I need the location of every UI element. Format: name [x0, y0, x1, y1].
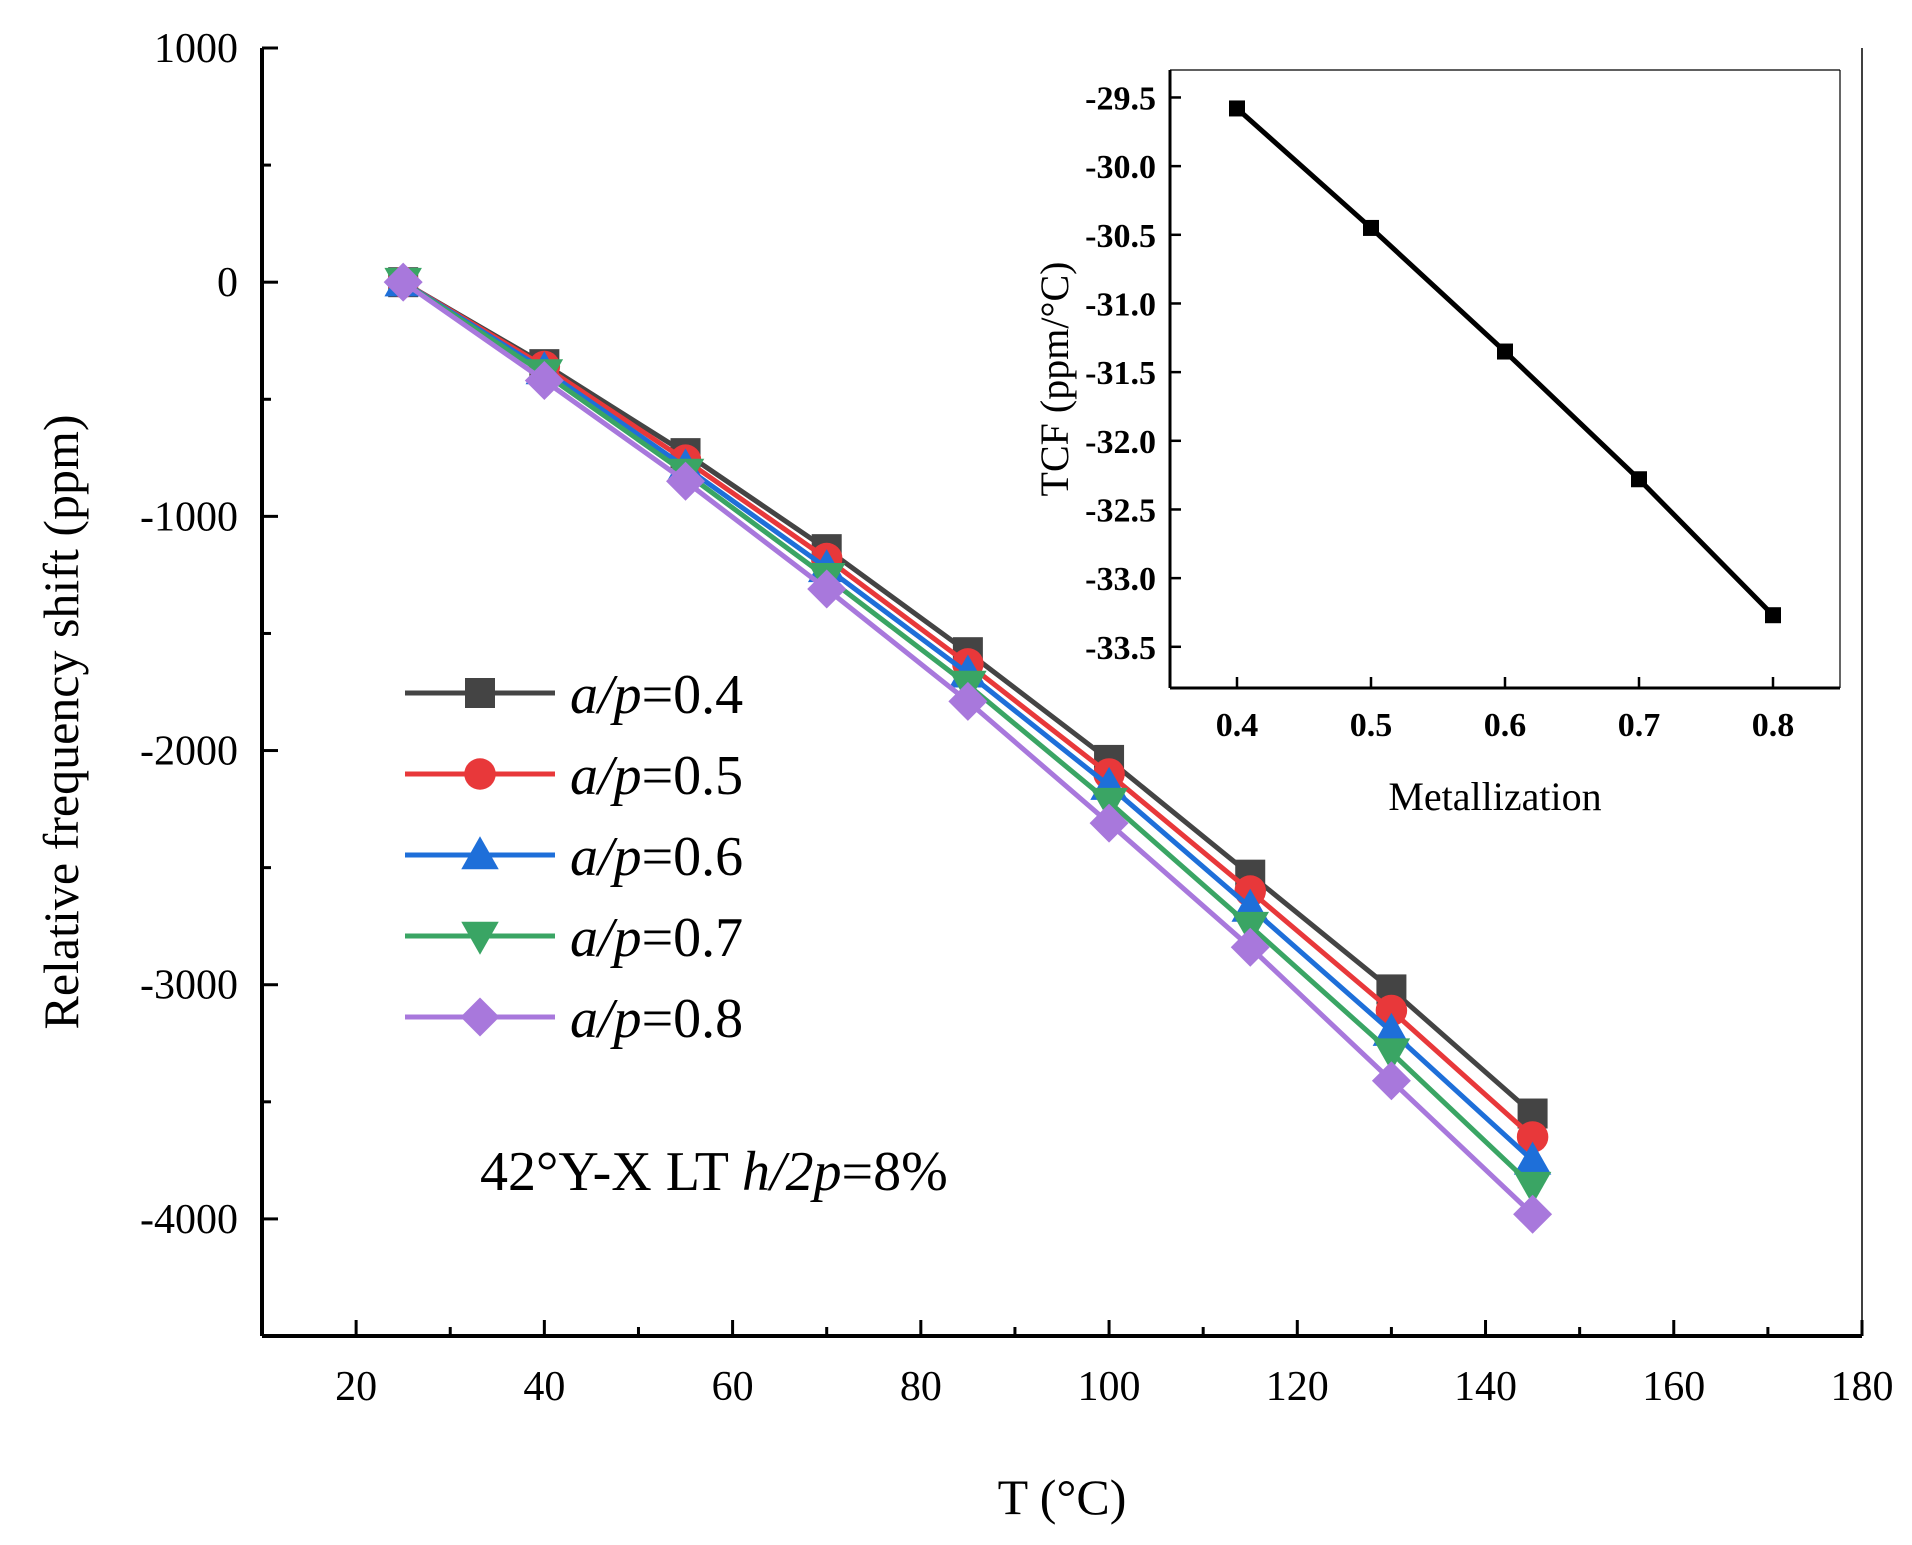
inset-y-tick-label: -29.5	[1085, 80, 1156, 117]
x-tick-label: 140	[1454, 1364, 1517, 1410]
inset-data-point	[1631, 471, 1647, 488]
legend-label-suffix: =0.4	[642, 664, 744, 726]
y-tick-label: 0	[217, 260, 238, 306]
data-point	[1516, 1121, 1549, 1153]
data-point	[666, 461, 706, 501]
x-tick-label: 60	[712, 1364, 754, 1410]
y-tick-label: 1000	[154, 26, 238, 72]
y-tick-label: -4000	[140, 1197, 238, 1243]
legend-item-4: a/p=0.7	[405, 907, 743, 969]
data-point	[948, 681, 988, 721]
inset-data-point	[1765, 607, 1781, 624]
data-point	[1372, 1038, 1411, 1072]
inset-y-tick-label: -30.5	[1085, 218, 1156, 255]
annotation-prefix: 42°Y-X LT	[480, 1141, 742, 1203]
legend-item-2: a/p=0.5	[405, 745, 743, 807]
inset-x-axis-title: Metallization	[1388, 774, 1601, 819]
main-plot: 1000 0 -1000 -2000 -3000 -4000 20 40 60 80 100 120 1…	[33, 26, 1894, 1525]
x-tick-label: 120	[1266, 1364, 1329, 1410]
data-point	[524, 361, 564, 401]
plot-annotation: 42°Y-X LT h/2p=8%	[480, 1141, 948, 1203]
inset-data-point	[1497, 343, 1513, 360]
legend-label: a/p=0.5	[570, 745, 743, 807]
y-axis-title: Relative frequency shift (ppm)	[33, 414, 89, 1029]
inset-x-tick-label: 0.7	[1618, 707, 1661, 744]
inset-y-tick-label: -31.0	[1085, 286, 1156, 323]
inset-y-axis-title: TCF (ppm/°C)	[1032, 262, 1077, 497]
data-point	[1375, 994, 1408, 1027]
data-point	[807, 569, 847, 609]
legend-swatch-marker	[465, 678, 495, 708]
y-tick-label: -3000	[140, 963, 238, 1009]
legend-item-3: a/p=0.6	[405, 826, 743, 888]
annotation-suffix: =8%	[842, 1141, 948, 1203]
inset-x-tick-label: 0.6	[1484, 707, 1527, 744]
data-point	[383, 262, 423, 302]
legend-label: a/p=0.4	[570, 664, 743, 726]
legend-label-prefix: a/p	[570, 907, 642, 969]
legend-item-5: a/p=0.8	[405, 988, 743, 1050]
data-point	[1371, 1061, 1411, 1101]
legend-label-prefix: a/p	[570, 745, 642, 807]
legend-label: a/p=0.6	[570, 826, 743, 888]
legend-label: a/p=0.8	[570, 988, 743, 1050]
annotation-italic: h/2p	[742, 1141, 842, 1203]
legend-label-suffix: =0.5	[642, 745, 744, 807]
legend-label-suffix: =0.7	[642, 907, 744, 969]
inset-y-tick-label: -32.0	[1085, 424, 1156, 461]
data-point	[1513, 1171, 1552, 1205]
legend-label-prefix: a/p	[570, 988, 642, 1050]
inset-data-point	[1363, 219, 1379, 236]
data-point	[1372, 1012, 1411, 1046]
x-tick-label: 160	[1642, 1364, 1705, 1410]
x-tick-label: 40	[523, 1364, 565, 1410]
data-point	[1089, 803, 1129, 843]
y-tick-label: -1000	[140, 494, 238, 540]
legend-swatch-marker	[461, 921, 499, 955]
data-point	[1513, 1194, 1553, 1234]
legend-label: a/p=0.7	[570, 907, 743, 969]
legend-item-1: a/p=0.4	[405, 664, 743, 726]
inset-x-tick-label: 0.8	[1752, 707, 1795, 744]
x-axis-title: T (°C)	[998, 1469, 1127, 1525]
legend-swatch-marker	[461, 836, 499, 870]
inset-y-tick-label: -33.5	[1085, 630, 1156, 667]
x-tick-label: 80	[900, 1364, 942, 1410]
inset-y-tick-label: -33.0	[1085, 561, 1156, 598]
inset-plot: -29.5 -30.0 -30.5 -31.0 -31.5 -32.0 -32.5 -33.0…	[1032, 69, 1841, 819]
x-tick-label: 180	[1831, 1364, 1894, 1410]
legend-swatch-marker	[464, 758, 496, 790]
legend-label-suffix: =0.6	[642, 826, 744, 888]
inset-y-tick-label: -32.5	[1085, 492, 1156, 529]
inset-y-tick-label: -30.0	[1085, 149, 1156, 186]
series-5	[383, 262, 1553, 1234]
inset-data-point	[1229, 100, 1245, 117]
legend-label-prefix: a/p	[570, 664, 642, 726]
x-tick-label: 20	[335, 1364, 377, 1410]
inset-y-tick-label: -31.5	[1085, 355, 1156, 392]
x-tick-label: 100	[1078, 1364, 1141, 1410]
data-point	[1230, 927, 1270, 967]
legend-label-prefix: a/p	[570, 826, 642, 888]
legend-label-suffix: =0.8	[642, 988, 744, 1050]
legend-swatch-marker	[460, 997, 500, 1037]
inset-x-tick-label: 0.5	[1350, 707, 1393, 744]
y-tick-label: -2000	[140, 729, 238, 775]
data-point	[1513, 1141, 1552, 1175]
inset-x-tick-label: 0.4	[1216, 707, 1259, 744]
inset-background	[1170, 70, 1840, 688]
legend: a/p=0.4a/p=0.5a/p=0.6a/p=0.7a/p=0.8	[405, 664, 743, 1050]
